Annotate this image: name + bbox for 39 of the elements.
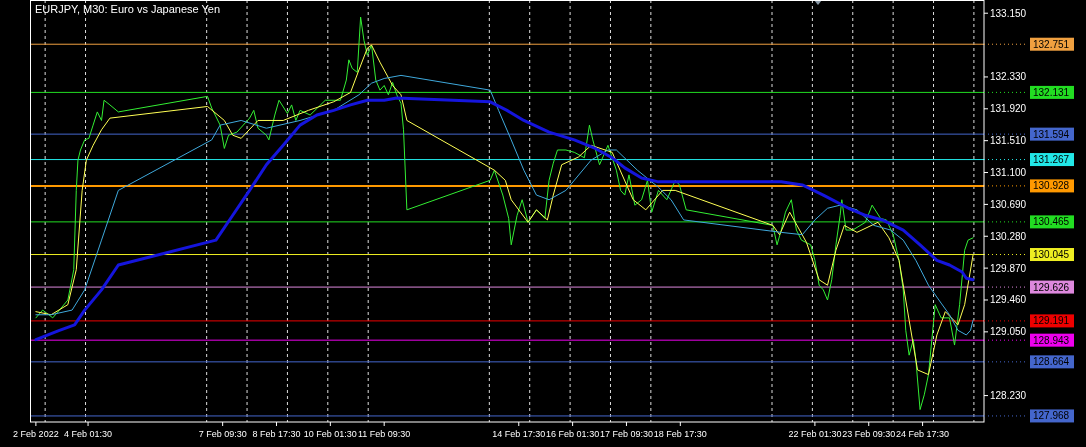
- x-tick-label: 22 Feb 01:30: [788, 429, 842, 439]
- y-tick-label: 131.100: [990, 167, 1027, 179]
- x-tick-label: 2 Feb 2022: [13, 429, 59, 439]
- line-series: [35, 44, 974, 376]
- y-tick-label: 130.280: [990, 230, 1027, 242]
- ref-line-label: 127.968: [1033, 410, 1070, 422]
- x-tick-label: 17 Feb 09:30: [599, 429, 653, 439]
- y-tick-label: 129.460: [990, 294, 1027, 306]
- x-tick-label: 18 Feb 17:30: [653, 429, 707, 439]
- ref-line-label: 130.928: [1033, 180, 1070, 192]
- x-tick-label: 23 Feb 09:30: [842, 429, 896, 439]
- x-tick-label: 14 Feb 17:30: [492, 429, 546, 439]
- x-tick-label: 8 Feb 17:30: [252, 429, 301, 439]
- y-tick-label: 132.330: [990, 71, 1027, 83]
- x-tick-label: 4 Feb 01:30: [64, 429, 113, 439]
- chart-title: EURJPY, M30: Euro vs Japanese Yen: [35, 3, 221, 15]
- ref-line-label: 132.751: [1033, 38, 1070, 50]
- y-tick-label: 131.920: [990, 103, 1027, 115]
- ref-line-label: 128.943: [1033, 334, 1070, 346]
- y-tick-label: 130.690: [990, 198, 1027, 210]
- y-tick-label: 129.050: [990, 326, 1027, 338]
- x-tick-label: 24 Feb 17:30: [896, 429, 950, 439]
- x-tick-label: 11 Feb 09:30: [357, 429, 411, 439]
- y-tick-label: 128.230: [990, 390, 1027, 402]
- ref-line-label: 132.131: [1033, 86, 1070, 98]
- y-tick-label: 131.510: [990, 135, 1027, 147]
- ref-line-label: 130.465: [1033, 216, 1070, 228]
- x-tick-label: 7 Feb 09:30: [198, 429, 247, 439]
- ref-line-label: 129.626: [1033, 281, 1070, 293]
- ref-line-label: 131.267: [1033, 154, 1070, 166]
- x-tick-label: 16 Feb 01:30: [546, 429, 600, 439]
- line-series: [35, 16, 974, 411]
- x-tick-label: 10 Feb 01:30: [303, 429, 357, 439]
- ref-line-label: 131.594: [1033, 128, 1070, 140]
- ref-line-label: 128.664: [1033, 356, 1070, 368]
- ref-line-label: 129.191: [1033, 315, 1070, 327]
- y-tick-label: 133.150: [990, 7, 1027, 19]
- y-tick-label: 129.870: [990, 262, 1027, 274]
- ref-line-label: 130.045: [1033, 249, 1070, 261]
